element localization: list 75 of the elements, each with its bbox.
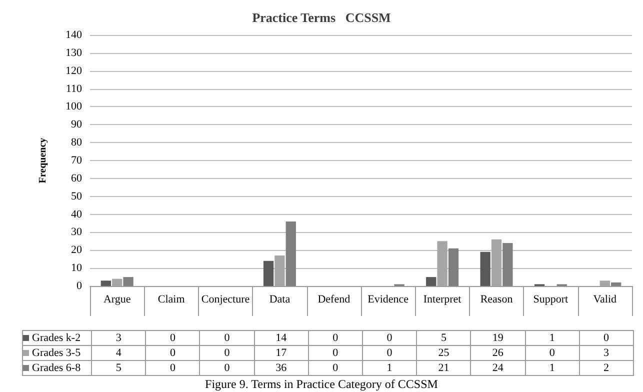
y-tick-label: 140 — [66, 29, 82, 41]
data-label: 0 — [308, 360, 362, 376]
data-label: 0 — [200, 360, 254, 376]
data-label: 0 — [525, 346, 580, 360]
y-tick-label: 40 — [71, 208, 82, 220]
caption: Figure 9. Terms in Practice Category of CCSSM — [204, 377, 439, 392]
y-tick-label: 20 — [71, 244, 82, 256]
x-tick-label: Valid — [593, 294, 617, 306]
y-axis-title: Frequency — [38, 138, 48, 184]
data-label: 21 — [416, 360, 471, 376]
bar — [502, 242, 513, 286]
data-label: 5 — [416, 330, 471, 346]
x-tick-label: Reason — [480, 294, 514, 306]
x-tick-label: Defend — [318, 294, 351, 306]
data-label: 14 — [254, 330, 308, 346]
data-label: 0 — [579, 330, 634, 346]
y-tick-label: 10 — [71, 262, 82, 274]
data-label: 26 — [470, 346, 525, 360]
y-tick-label: 110 — [66, 82, 82, 95]
bar — [123, 277, 134, 286]
bar — [263, 260, 274, 286]
bar — [437, 241, 448, 286]
x-tick-label: Data — [269, 294, 290, 306]
data-label: 0 — [146, 360, 200, 376]
data-label: 0 — [146, 346, 200, 360]
bar — [600, 280, 610, 286]
data-label: 25 — [416, 346, 471, 360]
data-label: 1 — [362, 360, 417, 376]
x-tick-label: Support — [533, 294, 568, 306]
legend-label: Grades 3-5 — [22, 346, 92, 360]
y-tick-label: 90 — [71, 118, 82, 131]
x-tick-label: Conjecture — [201, 294, 250, 306]
y-tick-label: 60 — [71, 172, 82, 184]
data-label: 3 — [579, 346, 634, 360]
y-tick-label: 30 — [71, 226, 82, 238]
data-label: 17 — [254, 346, 308, 360]
data-label: 24 — [470, 360, 525, 376]
data-label: 0 — [200, 330, 254, 346]
bar — [426, 277, 436, 286]
data-label: 0 — [308, 346, 362, 360]
data-label: 1 — [525, 330, 580, 346]
legend-label: Grades 6-8 — [22, 360, 92, 376]
legend-label: Grades k-2 — [22, 330, 92, 346]
y-tick-label: 70 — [71, 154, 82, 166]
data-label: 0 — [308, 330, 362, 346]
x-tick-label: Evidence — [368, 294, 409, 306]
bar — [274, 256, 285, 286]
y-tick-label: 50 — [71, 190, 82, 202]
data-label: 36 — [254, 360, 308, 376]
bar — [112, 278, 122, 286]
data-label: 0 — [146, 330, 200, 346]
bar — [448, 248, 459, 286]
data-label: 5 — [92, 360, 146, 376]
data-label: 2 — [579, 360, 634, 376]
data-label: 0 — [200, 346, 254, 360]
bar — [480, 252, 490, 286]
bar — [286, 221, 296, 286]
chart-title: Practice Terms CCSSM — [252, 10, 391, 25]
data-label: 0 — [362, 330, 417, 346]
data-label: 19 — [470, 330, 525, 346]
y-tick-label: 100 — [66, 100, 82, 113]
y-tick-label: 0 — [76, 280, 82, 292]
x-tick-label: Interpret — [423, 294, 462, 306]
data-label: 3 — [92, 330, 146, 346]
x-tick-label: Argue — [103, 294, 131, 306]
bar — [610, 282, 622, 286]
data-label: 0 — [362, 346, 417, 360]
y-tick-label: 130 — [66, 46, 82, 59]
bar — [491, 239, 502, 286]
x-tick-label: Claim — [158, 294, 186, 306]
data-label: 1 — [525, 360, 580, 376]
y-tick-label: 80 — [71, 136, 82, 149]
data-label: 4 — [92, 346, 146, 360]
bar — [100, 280, 112, 286]
y-tick-label: 120 — [66, 64, 82, 77]
